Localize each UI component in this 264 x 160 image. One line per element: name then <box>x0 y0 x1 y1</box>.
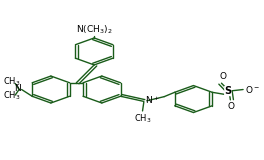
Text: O: O <box>219 72 226 81</box>
Text: N(CH$_3$)$_2$: N(CH$_3$)$_2$ <box>76 23 112 36</box>
Text: CH$_3$: CH$_3$ <box>3 89 21 102</box>
Text: O$^-$: O$^-$ <box>245 84 260 95</box>
Text: N: N <box>14 84 21 93</box>
Text: CH$_3$: CH$_3$ <box>3 76 21 88</box>
Text: N$^+$: N$^+$ <box>145 95 160 106</box>
Text: CH$_3$: CH$_3$ <box>134 112 152 125</box>
Text: S: S <box>224 86 231 96</box>
Text: O: O <box>228 102 235 111</box>
